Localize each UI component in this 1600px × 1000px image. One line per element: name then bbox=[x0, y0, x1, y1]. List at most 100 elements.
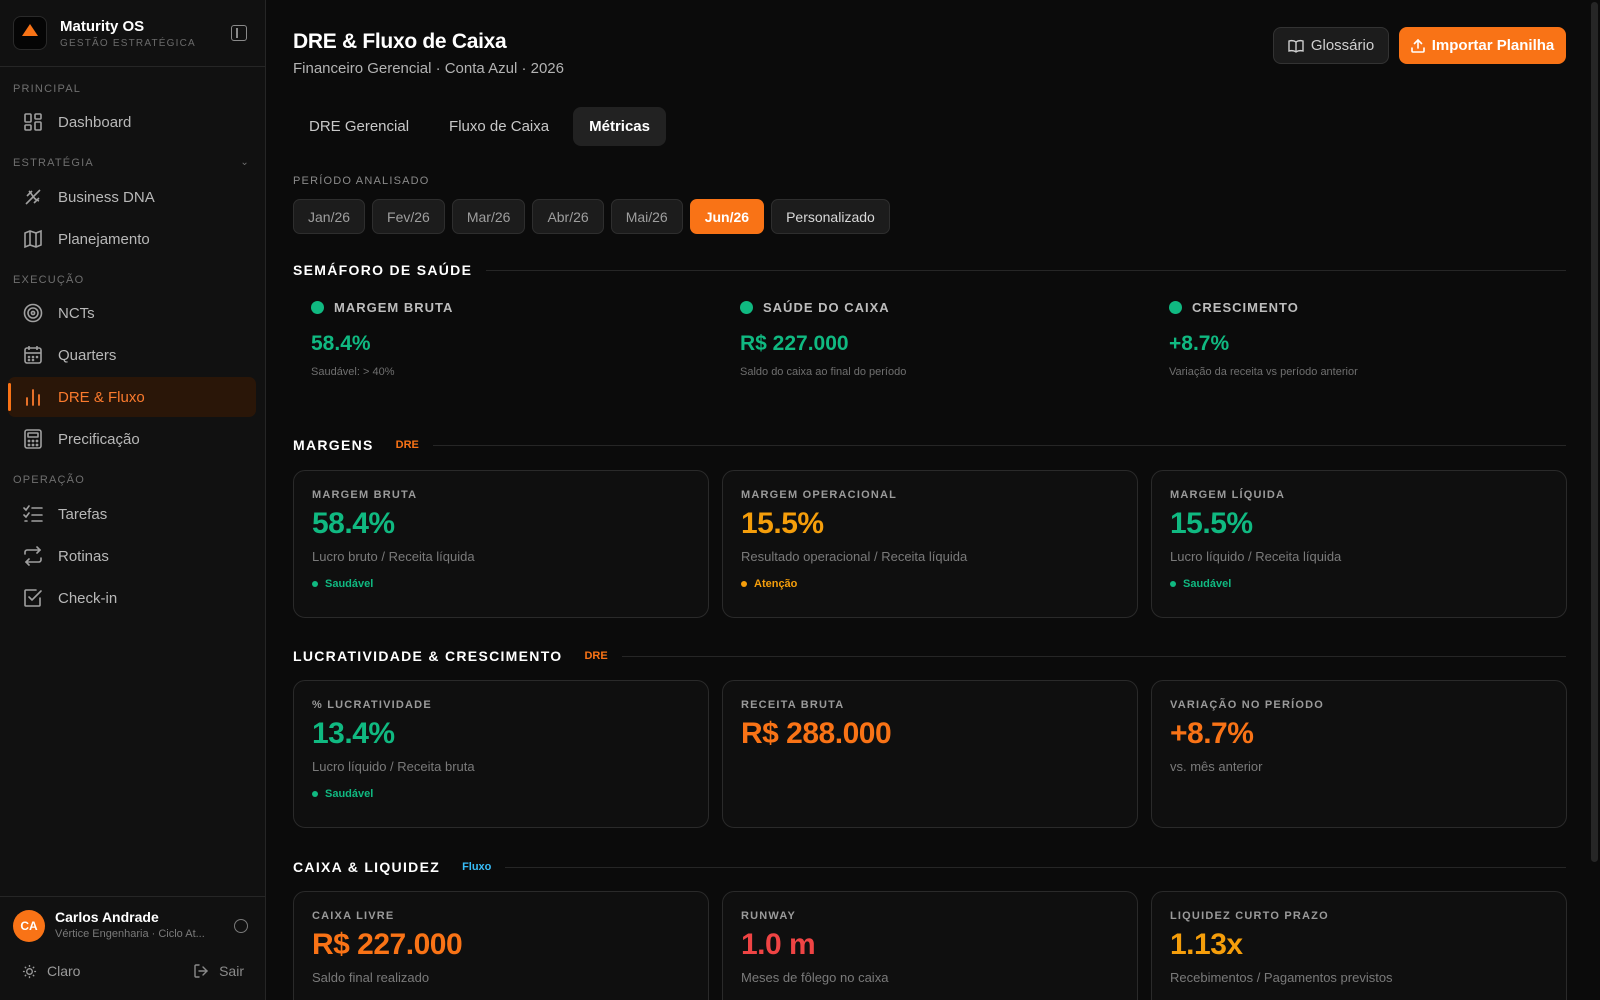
period-chip-selected[interactable]: Jun/26 bbox=[689, 199, 765, 234]
divider bbox=[505, 866, 1566, 868]
sidebar-item-quarters[interactable]: Quarters bbox=[8, 335, 256, 375]
period-chip[interactable]: Jan/26 bbox=[293, 199, 366, 234]
sidebar-item-label: Precificação bbox=[58, 430, 140, 448]
period-selector: Jan/26 Fev/26 Mar/26 Abr/26 Mai/26 Jun/2… bbox=[293, 199, 890, 234]
tab-dre-gerencial[interactable]: DRE Gerencial bbox=[309, 118, 410, 135]
divider bbox=[432, 444, 1566, 446]
metric-card-margem-bruta[interactable]: MARGEM BRUTA 58.4% Lucro bruto / Receita… bbox=[293, 470, 709, 618]
sidebar-item-business-dna[interactable]: Business DNA bbox=[8, 177, 256, 217]
card-value: R$ 227.000 bbox=[312, 928, 463, 961]
tab-metricas[interactable]: Métricas bbox=[573, 107, 666, 146]
card-description: Resultado operacional / Receita líquida bbox=[741, 549, 968, 564]
sidebar-item-precificacao[interactable]: Precificação bbox=[8, 419, 256, 459]
period-chip[interactable]: Fev/26 bbox=[372, 199, 445, 234]
divider bbox=[621, 655, 1566, 657]
metric-card-receita-bruta[interactable]: RECEITA BRUTA R$ 288.000 bbox=[722, 680, 1138, 828]
metric-card-margem-liquida[interactable]: MARGEM LÍQUIDA 15.5% Lucro líquido / Rec… bbox=[1151, 470, 1567, 618]
sidebar-item-rotinas[interactable]: Rotinas bbox=[8, 536, 256, 576]
checkbox-icon bbox=[23, 588, 43, 608]
card-description: vs. mês anterior bbox=[1170, 759, 1263, 774]
margins-section-header: MARGENS DRE bbox=[293, 437, 1566, 453]
period-chip-custom[interactable]: Personalizado bbox=[771, 199, 890, 234]
theme-toggle-button[interactable]: Claro bbox=[22, 963, 80, 979]
health-note: Variação da receita vs período anterior bbox=[1169, 366, 1358, 378]
card-description: Lucro líquido / Receita líquida bbox=[1170, 549, 1342, 564]
status-badge: Saudável bbox=[312, 578, 690, 590]
import-label: Importar Planilha bbox=[1431, 37, 1555, 54]
card-description: Meses de fôlego no caixa bbox=[741, 970, 889, 985]
status-label: Saudável bbox=[1183, 578, 1232, 590]
sidebar-item-tarefas[interactable]: Tarefas bbox=[8, 494, 256, 534]
health-value: R$ 227.000 bbox=[740, 332, 849, 355]
repeat-icon bbox=[23, 546, 43, 566]
import-spreadsheet-button[interactable]: Importar Planilha bbox=[1399, 27, 1566, 64]
user-panel: CA Carlos Andrade Vértice Engenharia · C… bbox=[0, 896, 266, 1000]
logout-icon bbox=[194, 964, 209, 978]
sidebar-item-label: NCTs bbox=[58, 304, 95, 322]
glossary-button[interactable]: Glossário bbox=[1273, 27, 1389, 64]
period-chip[interactable]: Mar/26 bbox=[451, 199, 526, 234]
period-label: PERÍODO ANALISADO bbox=[293, 175, 430, 187]
brand-header: Maturity OS GESTÃO ESTRATÉGICA bbox=[0, 0, 265, 67]
section-tag: DRE bbox=[395, 439, 419, 451]
chevron-down-icon[interactable]: ⌄ bbox=[240, 157, 250, 168]
view-tabs: DRE Gerencial Fluxo de Caixa Métricas bbox=[293, 107, 666, 146]
page-subtitle: Financeiro Gerencial · Conta Azul · 2026 bbox=[293, 60, 564, 77]
sidebar-item-ncts[interactable]: NCTs bbox=[8, 293, 256, 333]
section-tag: DRE bbox=[584, 650, 608, 662]
status-label: Saudável bbox=[325, 578, 374, 590]
metric-card-runway[interactable]: RUNWAY 1.0 m Meses de fôlego no caixa bbox=[722, 891, 1138, 1000]
app-logo[interactable] bbox=[13, 16, 47, 50]
nav-section-operacao: OPERAÇÃO bbox=[13, 474, 85, 486]
card-value: 13.4% bbox=[312, 717, 395, 750]
status-label: Atenção bbox=[754, 578, 798, 590]
sidebar-item-label: Rotinas bbox=[58, 547, 109, 565]
nav-section-estrategia[interactable]: ESTRATÉGIA ⌄ bbox=[0, 157, 266, 169]
divider bbox=[486, 269, 1566, 271]
target-icon bbox=[23, 303, 43, 323]
app-subtitle: GESTÃO ESTRATÉGICA bbox=[60, 37, 196, 49]
sidebar-item-dre-fluxo[interactable]: DRE & Fluxo bbox=[8, 377, 256, 417]
sidebar-collapse-icon[interactable] bbox=[231, 25, 247, 41]
sidebar-item-planejamento[interactable]: Planejamento bbox=[8, 219, 256, 259]
main-content: DRE & Fluxo de Caixa Financeiro Gerencia… bbox=[267, 0, 1600, 1000]
health-label: CRESCIMENTO bbox=[1192, 300, 1299, 315]
sun-icon bbox=[22, 964, 37, 978]
card-label: CAIXA LIVRE bbox=[312, 910, 395, 922]
nav-section-label: ESTRATÉGIA bbox=[13, 157, 94, 169]
card-label: MARGEM OPERACIONAL bbox=[741, 489, 898, 501]
section-tag: Fluxo bbox=[462, 861, 492, 873]
metric-card-lucratividade[interactable]: % LUCRATIVIDADE 13.4% Lucro líquido / Re… bbox=[293, 680, 709, 828]
sidebar-item-label: Quarters bbox=[58, 346, 117, 364]
user-company: Vértice Engenharia · Ciclo At... bbox=[55, 928, 205, 940]
status-dot-icon bbox=[740, 301, 753, 314]
cash-section-header: CAIXA & LIQUIDEZ Fluxo bbox=[293, 859, 1566, 875]
card-label: RUNWAY bbox=[741, 910, 797, 922]
metric-card-margem-operacional[interactable]: MARGEM OPERACIONAL 15.5% Resultado opera… bbox=[722, 470, 1138, 618]
status-badge: Atenção bbox=[741, 578, 1119, 590]
metric-card-liquidez[interactable]: LIQUIDEZ CURTO PRAZO 1.13x Recebimentos … bbox=[1151, 891, 1567, 1000]
avatar[interactable]: CA bbox=[13, 910, 45, 942]
period-chip[interactable]: Mai/26 bbox=[610, 199, 683, 234]
sidebar: Maturity OS GESTÃO ESTRATÉGICA PRINCIPAL… bbox=[0, 0, 266, 1000]
status-badge: Saudável bbox=[1170, 578, 1548, 590]
section-title: SEMÁFORO DE SAÚDE bbox=[293, 262, 473, 278]
status-dot-icon bbox=[1169, 301, 1182, 314]
calculator-icon bbox=[23, 429, 43, 449]
metric-card-caixa-livre[interactable]: CAIXA LIVRE R$ 227.000 Saldo final reali… bbox=[293, 891, 709, 1000]
health-item-crescimento: CRESCIMENTO +8.7% Variação da receita vs… bbox=[1169, 300, 1589, 378]
tab-fluxo-de-caixa[interactable]: Fluxo de Caixa bbox=[449, 118, 550, 135]
sidebar-item-check-in[interactable]: Check-in bbox=[8, 578, 256, 618]
status-dot-icon bbox=[311, 301, 324, 314]
health-item-margem-bruta: MARGEM BRUTA 58.4% Saudável: > 40% bbox=[311, 300, 731, 378]
logout-button[interactable]: Sair bbox=[193, 963, 244, 979]
period-chip[interactable]: Abr/26 bbox=[532, 199, 604, 234]
metric-card-variacao-periodo[interactable]: VARIAÇÃO NO PERÍODO +8.7% vs. mês anteri… bbox=[1151, 680, 1567, 828]
status-dot-icon bbox=[741, 581, 747, 587]
card-label: LIQUIDEZ CURTO PRAZO bbox=[1170, 910, 1329, 922]
status-dot-icon bbox=[312, 581, 318, 587]
sidebar-item-dashboard[interactable]: Dashboard bbox=[8, 102, 256, 142]
scrollbar-thumb[interactable] bbox=[1591, 2, 1598, 862]
checklist-icon bbox=[23, 504, 43, 524]
gear-icon[interactable] bbox=[234, 919, 248, 933]
